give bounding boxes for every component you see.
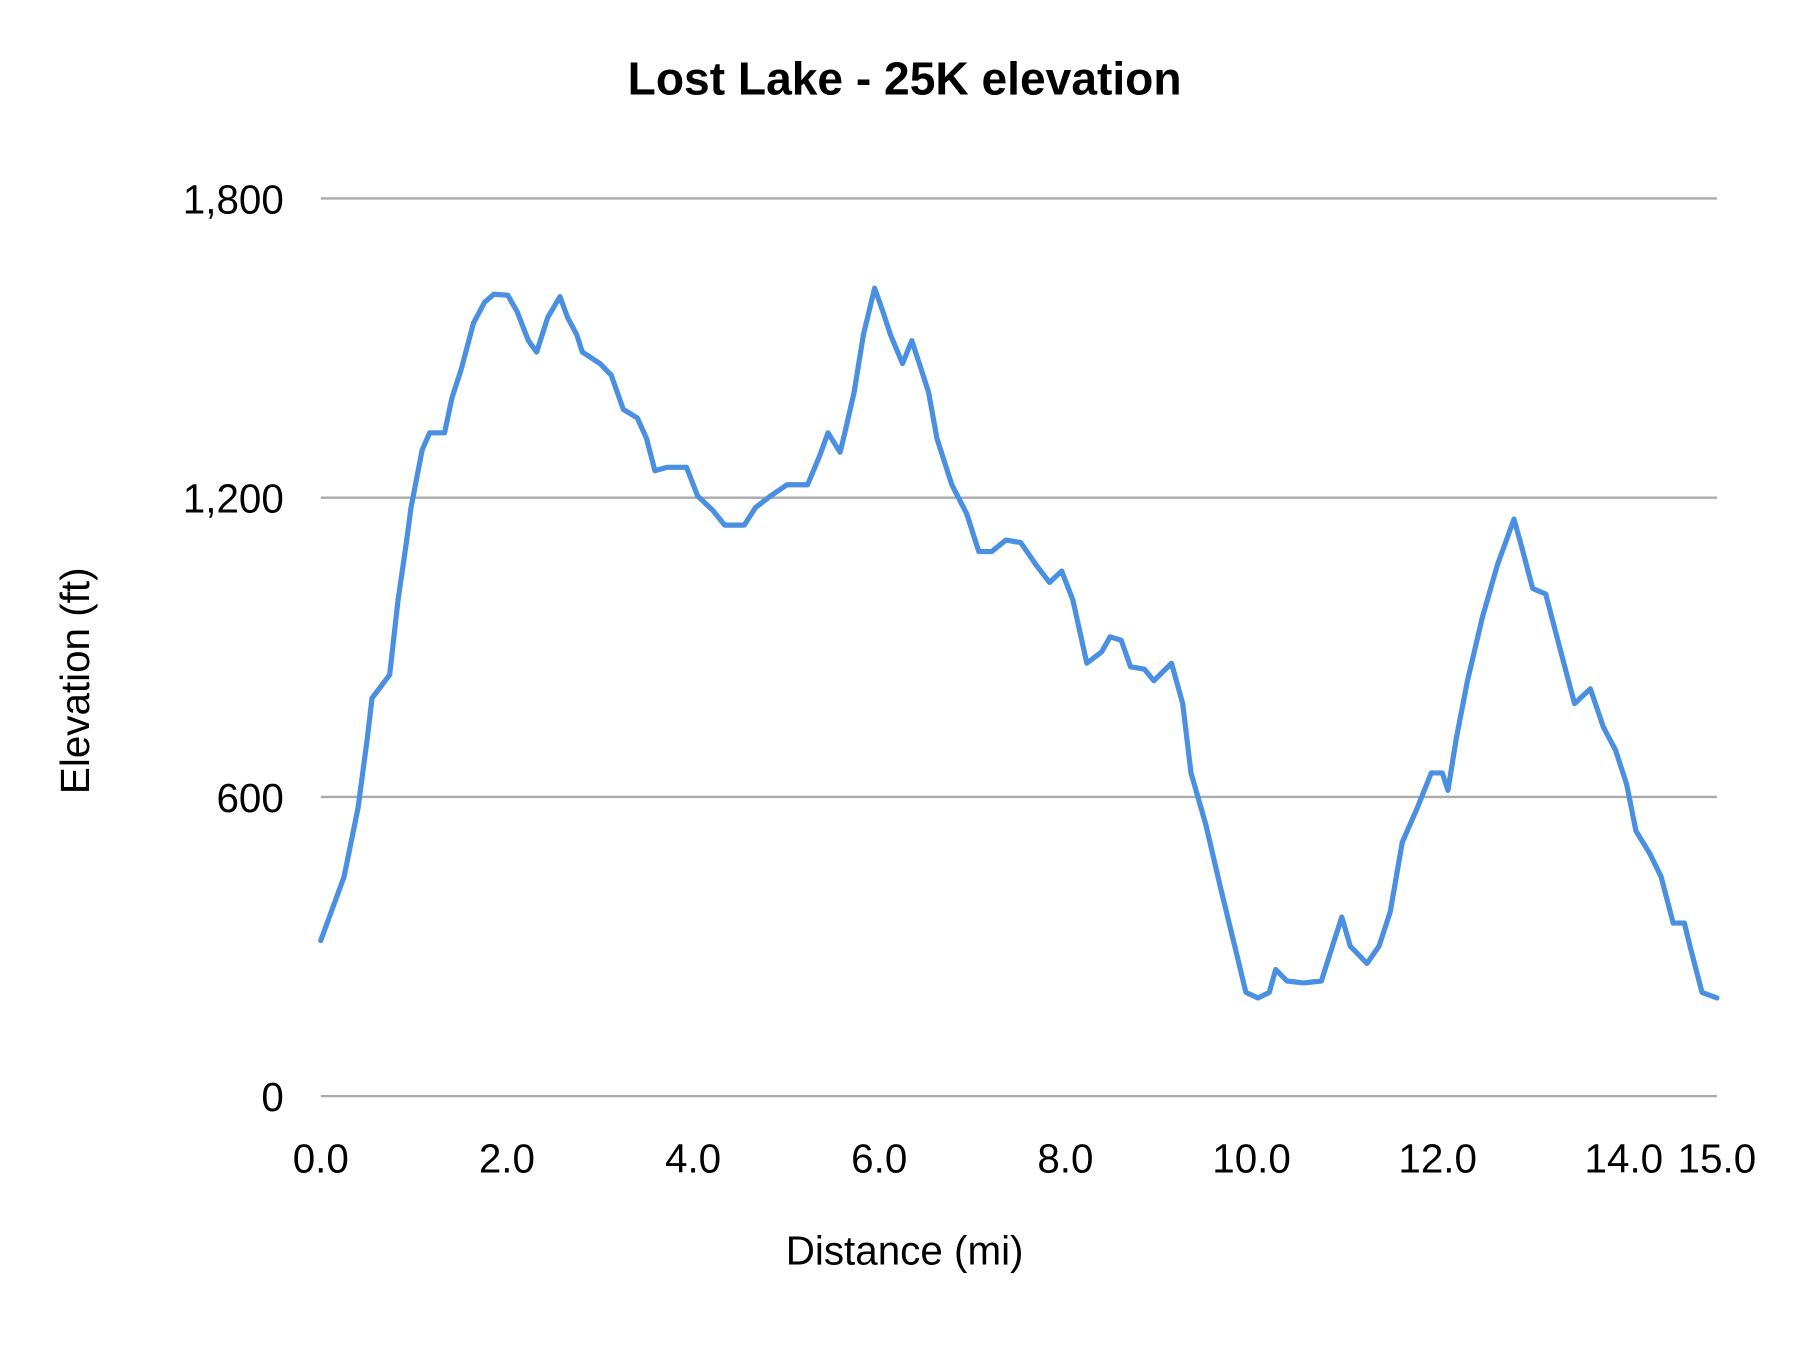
- x-axis-ticks: 0.0 2.0 4.0 6.0 8.0 10.0 12.0 14.0 15.0: [293, 1135, 1757, 1181]
- x-tick-label: 4.0: [665, 1135, 721, 1181]
- y-tick-label: 1,800: [183, 176, 284, 222]
- x-tick-label: 10.0: [1212, 1135, 1291, 1181]
- y-axis-ticks: 0 600 1,200 1,800: [183, 176, 284, 1120]
- y-tick-label: 1,200: [183, 476, 284, 522]
- x-tick-label: 0.0: [293, 1135, 349, 1181]
- chart-title: Lost Lake - 25K elevation: [628, 53, 1182, 105]
- gridlines: [320, 197, 1717, 1098]
- x-axis-label: Distance (mi): [786, 1228, 1024, 1274]
- x-tick-label: 12.0: [1398, 1135, 1477, 1181]
- x-tick-label: 6.0: [851, 1135, 907, 1181]
- y-axis-label: Elevation (ft): [52, 567, 98, 794]
- x-tick-label: 14.0: [1585, 1135, 1664, 1181]
- x-tick-label: 2.0: [479, 1135, 535, 1181]
- y-tick-label: 0: [261, 1074, 283, 1120]
- x-tick-label: 15.0: [1678, 1135, 1757, 1181]
- y-tick-label: 600: [216, 775, 283, 821]
- elevation-line: [318, 285, 1720, 1001]
- x-tick-label: 8.0: [1037, 1135, 1093, 1181]
